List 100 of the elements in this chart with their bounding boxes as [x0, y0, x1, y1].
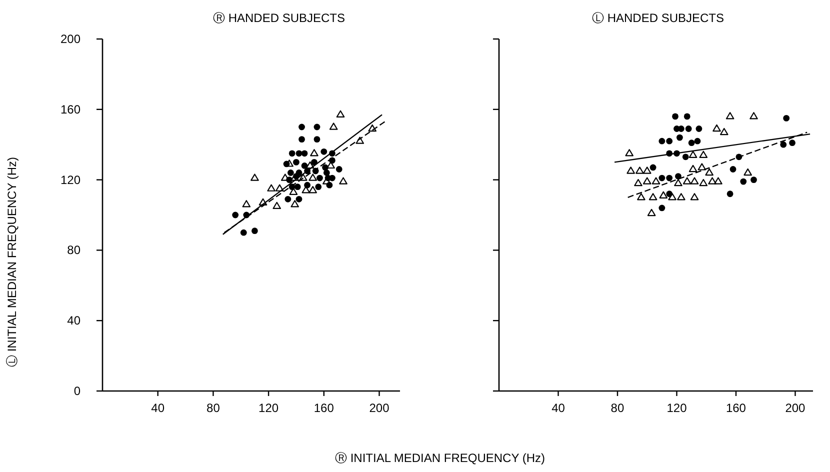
point — [682, 154, 689, 160]
point — [368, 124, 376, 132]
point — [302, 186, 310, 194]
point — [293, 159, 300, 166]
point — [294, 184, 301, 190]
point — [637, 193, 646, 200]
point — [306, 161, 314, 169]
point — [326, 161, 335, 169]
point — [658, 138, 666, 144]
x-axis-title: Ⓡ INITIAL MEDIAN FREQUENCY (Hz) — [334, 451, 546, 465]
y-tick-label: 0 — [74, 384, 81, 398]
point — [659, 191, 668, 198]
point — [708, 177, 716, 184]
y-axis-title: Ⓛ INITIAL MEDIAN FREQUENCY (Hz) — [5, 156, 19, 368]
point — [674, 178, 682, 186]
point — [789, 140, 796, 146]
point — [699, 150, 708, 158]
point — [308, 186, 317, 194]
y-tick-label: 160 — [60, 102, 81, 116]
point — [634, 178, 642, 186]
point — [730, 166, 736, 172]
x-tick-label: 40 — [552, 401, 566, 415]
point — [750, 112, 758, 120]
point — [329, 174, 336, 182]
point — [658, 204, 666, 212]
point — [250, 174, 259, 181]
point — [668, 193, 676, 200]
point — [272, 202, 282, 210]
x-tick-label: 80 — [610, 401, 624, 415]
point — [694, 138, 701, 144]
y-tick-label: 40 — [67, 314, 81, 328]
point — [647, 208, 656, 216]
point — [240, 229, 247, 236]
point — [275, 184, 284, 192]
point — [648, 193, 658, 200]
point — [690, 177, 699, 184]
y-tick-label: 120 — [60, 172, 81, 187]
point — [682, 177, 692, 184]
y-tick-label: 80 — [67, 243, 81, 258]
point — [232, 212, 239, 218]
point — [336, 166, 342, 172]
point — [314, 136, 320, 143]
point — [688, 150, 698, 158]
point — [677, 193, 686, 200]
point — [316, 174, 323, 182]
point — [287, 170, 294, 176]
point — [685, 126, 692, 132]
chart-title: Ⓡ HANDED SUBJECTS — [212, 11, 346, 25]
point — [298, 174, 308, 181]
y-tick-label: 200 — [60, 32, 81, 46]
point — [242, 200, 251, 208]
point — [252, 228, 258, 234]
point — [684, 113, 690, 120]
point — [296, 150, 302, 157]
point — [356, 136, 364, 144]
point — [314, 124, 320, 130]
point — [642, 166, 652, 174]
point — [329, 122, 338, 130]
point — [308, 174, 317, 181]
point — [296, 196, 302, 202]
point — [726, 112, 734, 120]
x-tick-label: 120 — [666, 401, 688, 415]
x-tick-label: 160 — [314, 401, 334, 415]
point — [744, 168, 752, 176]
point — [783, 115, 790, 122]
x-tick-label: 200 — [369, 401, 390, 415]
point — [696, 126, 702, 132]
point — [698, 163, 706, 170]
point — [636, 166, 644, 174]
chart-title: Ⓛ HANDED SUBJECTS — [592, 11, 724, 25]
point — [658, 174, 666, 182]
point — [714, 177, 722, 184]
x-tick-label: 200 — [785, 401, 806, 415]
point — [690, 193, 699, 200]
point — [284, 196, 292, 202]
point — [672, 113, 678, 120]
x-tick-label: 80 — [206, 401, 220, 415]
point — [688, 140, 695, 146]
point — [267, 184, 276, 192]
x-tick-label: 120 — [258, 401, 279, 415]
point — [652, 177, 660, 184]
point — [705, 168, 714, 176]
point — [323, 170, 330, 176]
point — [625, 149, 634, 156]
point — [666, 138, 673, 144]
point — [740, 178, 747, 185]
point — [642, 177, 652, 184]
x-tick-label: 40 — [151, 401, 165, 415]
point — [315, 184, 322, 190]
point — [339, 177, 348, 184]
point — [301, 150, 308, 157]
point — [336, 110, 345, 118]
point — [258, 198, 268, 206]
point — [285, 160, 294, 167]
point — [676, 134, 683, 141]
point — [290, 200, 299, 208]
point — [298, 136, 305, 143]
point — [298, 124, 305, 130]
point — [720, 128, 728, 136]
point — [750, 176, 757, 183]
